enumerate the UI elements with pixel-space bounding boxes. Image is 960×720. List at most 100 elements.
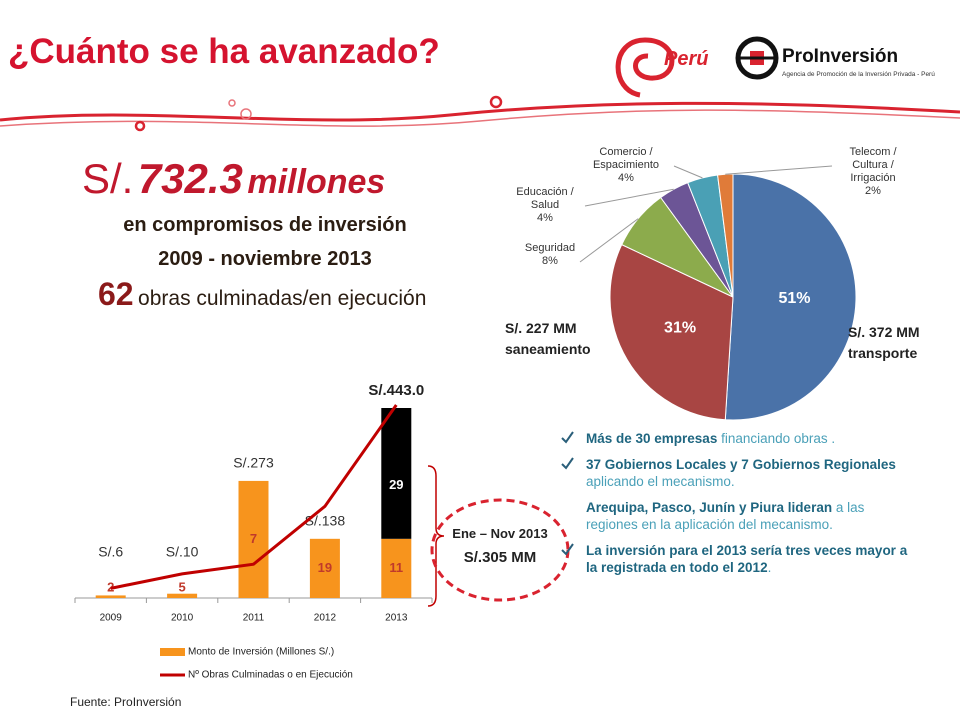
leader-line — [725, 165, 833, 175]
pie-label: Comercio / Espacimiento 4% — [578, 146, 674, 185]
line-series — [110, 404, 398, 590]
annotation-amount: S/. 372 MM — [848, 324, 920, 340]
amount-headline: S/. 732.3 millones — [82, 155, 385, 203]
bullet-text: Arequipa, Pasco, Junín y Piura lideran a… — [586, 499, 910, 533]
peru-logo-spiral — [615, 37, 675, 98]
bullet-text: 37 Gobiernos Locales y 7 Gobiernos Regio… — [586, 456, 910, 490]
check — [561, 457, 574, 470]
check-icon — [561, 457, 574, 470]
legend-swatch — [160, 648, 185, 656]
legend-label: Monto de Inversión (Millones S/.) — [188, 647, 334, 658]
bullet-rest: . — [767, 560, 772, 575]
bullet-rest: financiando obras . — [717, 431, 836, 446]
pie-value-label: 51% — [778, 290, 810, 307]
bar — [95, 595, 126, 598]
pie-category: Comercio / Espacimiento — [592, 146, 660, 171]
works-text: obras culminadas/en ejecución — [138, 287, 427, 310]
pie-slice — [724, 173, 857, 421]
leader-line — [579, 218, 639, 263]
works-count: 62 — [98, 276, 134, 312]
brand-tagline: Agencia de Promoción de la Inversión Pri… — [782, 71, 935, 78]
brand-name: ProInversión — [782, 46, 899, 67]
bar — [238, 480, 269, 598]
pie-category: Educación / Salud — [516, 186, 574, 211]
pie-percent: 8% — [542, 255, 558, 267]
pie-percent: 2% — [865, 185, 881, 197]
total-label: S/.443.0 — [368, 382, 424, 399]
count-label: 7 — [250, 531, 257, 546]
pie-category: Seguridad — [524, 242, 576, 254]
x-tick-label: 2010 — [171, 613, 194, 624]
pie-slice — [609, 243, 734, 421]
bullet: Arequipa, Pasco, Junín y Piura lideran a… — [560, 499, 910, 533]
legend-label: Nº Obras Culminadas o en Ejecución — [188, 670, 353, 681]
check — [561, 431, 574, 444]
bullet: Más de 30 empresas financiando obras . — [560, 430, 910, 447]
bracket — [427, 465, 445, 607]
bullet-rest: a las regiones en la aplicación del meca… — [586, 500, 865, 532]
bullet-rest: aplicando el mecanismo. — [586, 474, 735, 489]
wave — [0, 101, 960, 122]
check-icon — [561, 543, 574, 556]
x-tick-label: 2009 — [100, 613, 123, 624]
bullet-bold: 37 Gobiernos Locales y 7 Gobiernos Regio… — [586, 457, 896, 472]
title: ¿Cuánto se ha avanzado? — [8, 32, 440, 71]
source: Fuente: ProInversión — [70, 695, 182, 709]
currency: S/. — [82, 155, 134, 202]
dot — [228, 99, 236, 107]
x-tick-label: 2013 — [385, 613, 408, 624]
pie-label: Seguridad 8% — [520, 242, 580, 268]
x-tick-label: 2012 — [314, 613, 337, 624]
annotation-label: transporte — [848, 345, 918, 361]
annotation-label: saneamiento — [505, 341, 591, 357]
bullet-bold: Más de 30 empresas — [586, 431, 718, 446]
dot — [240, 108, 252, 120]
value-label: S/.138 — [305, 513, 346, 529]
bar — [167, 593, 198, 598]
period-text: 2009 - noviembre 2013 — [158, 248, 372, 270]
unit: millones — [247, 163, 386, 201]
dot — [134, 120, 146, 132]
wave — [0, 109, 960, 127]
pie-annotation: S/. 372 MM transporte — [848, 322, 920, 364]
bullet-text: Más de 30 empresas financiando obras . — [586, 430, 835, 447]
annotation-amount: S/. 227 MM — [505, 320, 577, 336]
bullet: 37 Gobiernos Locales y 7 Gobiernos Regio… — [560, 456, 910, 490]
leader-line — [673, 165, 703, 179]
works: 62 obras culminadas/en ejecución — [98, 276, 426, 313]
pie-percent: 4% — [618, 172, 634, 184]
pie-annotation: S/. 227 MM saneamiento — [505, 318, 591, 360]
pie-label: Educación / Salud 4% — [505, 186, 585, 225]
pie-percent: 4% — [537, 212, 553, 224]
pie-label: Telecom / Cultura / Irrigación 2% — [832, 146, 914, 198]
count-label: 29 — [389, 477, 403, 492]
bullet-bold: La inversión para el 2013 sería tres vec… — [586, 543, 908, 575]
check — [561, 543, 574, 556]
count-label: 11 — [389, 560, 403, 575]
bullet: La inversión para el 2013 sería tres vec… — [560, 542, 910, 576]
check-icon — [560, 499, 586, 515]
check-icon — [561, 431, 574, 444]
bar — [309, 538, 340, 598]
count-label: 5 — [178, 579, 185, 594]
bar — [381, 408, 412, 539]
bullet-text: La inversión para el 2013 sería tres vec… — [586, 542, 910, 576]
value-label: S/.10 — [166, 544, 199, 560]
bullet-list: Más de 30 empresas financiando obras . 37… — [560, 430, 910, 585]
commitment-text: en compromisos de inversión — [123, 214, 407, 236]
bar — [381, 538, 412, 598]
amount: 732.3 — [137, 155, 243, 202]
annotation-period: Ene – Nov 2013 — [452, 526, 548, 541]
value-label: S/.6 — [98, 544, 123, 560]
pie-value-label: 31% — [664, 320, 696, 337]
pie-category: Telecom / Cultura / Irrigación — [849, 146, 897, 184]
count-label: 19 — [318, 560, 332, 575]
dot — [489, 95, 503, 109]
peru-logo-text: Perú — [664, 48, 709, 70]
x-tick-label: 2011 — [243, 613, 265, 624]
value-label: S/.273 — [233, 455, 274, 471]
annotation-amount: S/.305 MM — [463, 549, 537, 566]
bullet-bold: Arequipa, Pasco, Junín y Piura lideran — [586, 500, 833, 515]
